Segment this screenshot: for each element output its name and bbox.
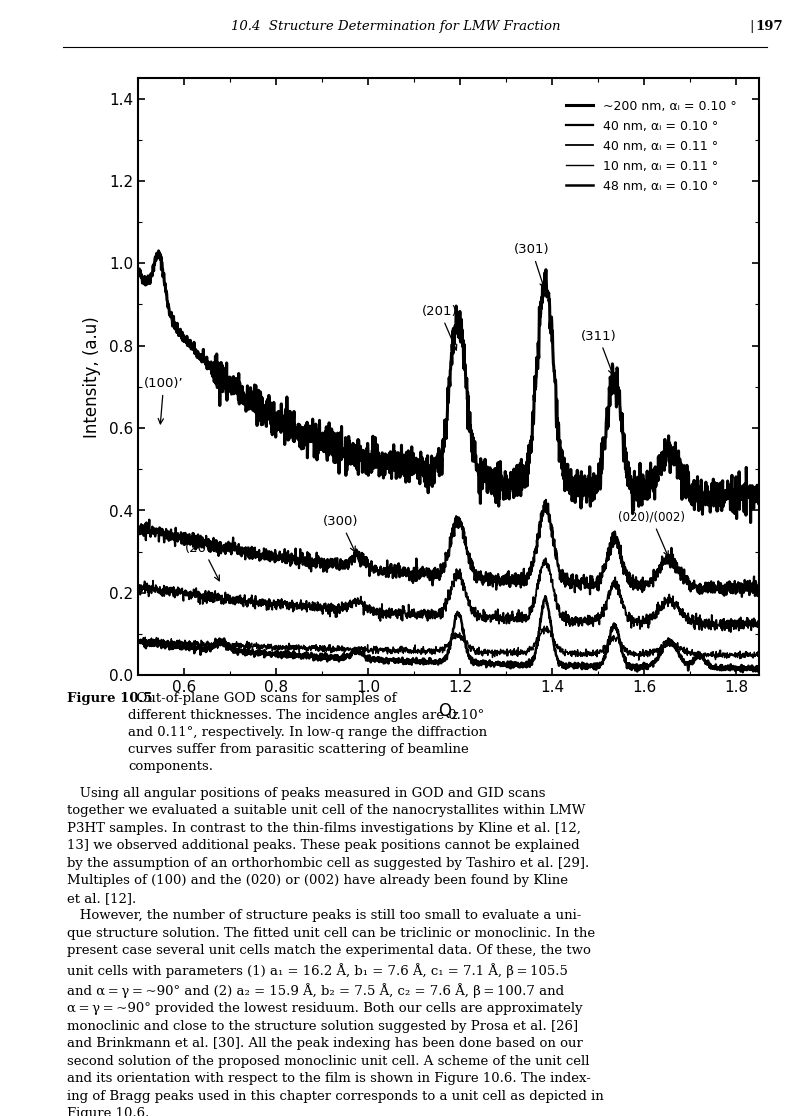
Text: 10.4  Structure Determination for LMW Fraction: 10.4 Structure Determination for LMW Fra…: [231, 20, 559, 33]
Text: Figure 10.5: Figure 10.5: [67, 692, 152, 705]
Text: Using all angular positions of peaks measured in GOD and GID scans
together we e: Using all angular positions of peaks mea…: [67, 787, 604, 1116]
X-axis label: Q$_z$: Q$_z$: [438, 701, 459, 721]
Text: (301): (301): [514, 243, 549, 288]
Text: (201): (201): [421, 305, 457, 350]
Text: (200): (200): [185, 541, 220, 580]
Text: (300): (300): [322, 514, 358, 552]
Legend: ~200 nm, αᵢ = 0.10 °, 40 nm, αᵢ = 0.10 °, 40 nm, αᵢ = 0.11 °, 10 nm, αᵢ = 0.11 °: ~200 nm, αᵢ = 0.10 °, 40 nm, αᵢ = 0.10 °…: [561, 96, 739, 196]
Text: 197: 197: [754, 20, 782, 33]
Y-axis label: Intensity, (a.u): Intensity, (a.u): [83, 316, 101, 437]
Text: (100)’: (100)’: [144, 377, 183, 424]
Text: Out-of-plane GOD scans for samples of
different thicknesses. The incidence angle: Out-of-plane GOD scans for samples of di…: [128, 692, 487, 773]
Text: (020)/(002): (020)/(002): [617, 511, 684, 556]
Text: |: |: [748, 20, 753, 33]
Text: (311): (311): [580, 329, 615, 375]
